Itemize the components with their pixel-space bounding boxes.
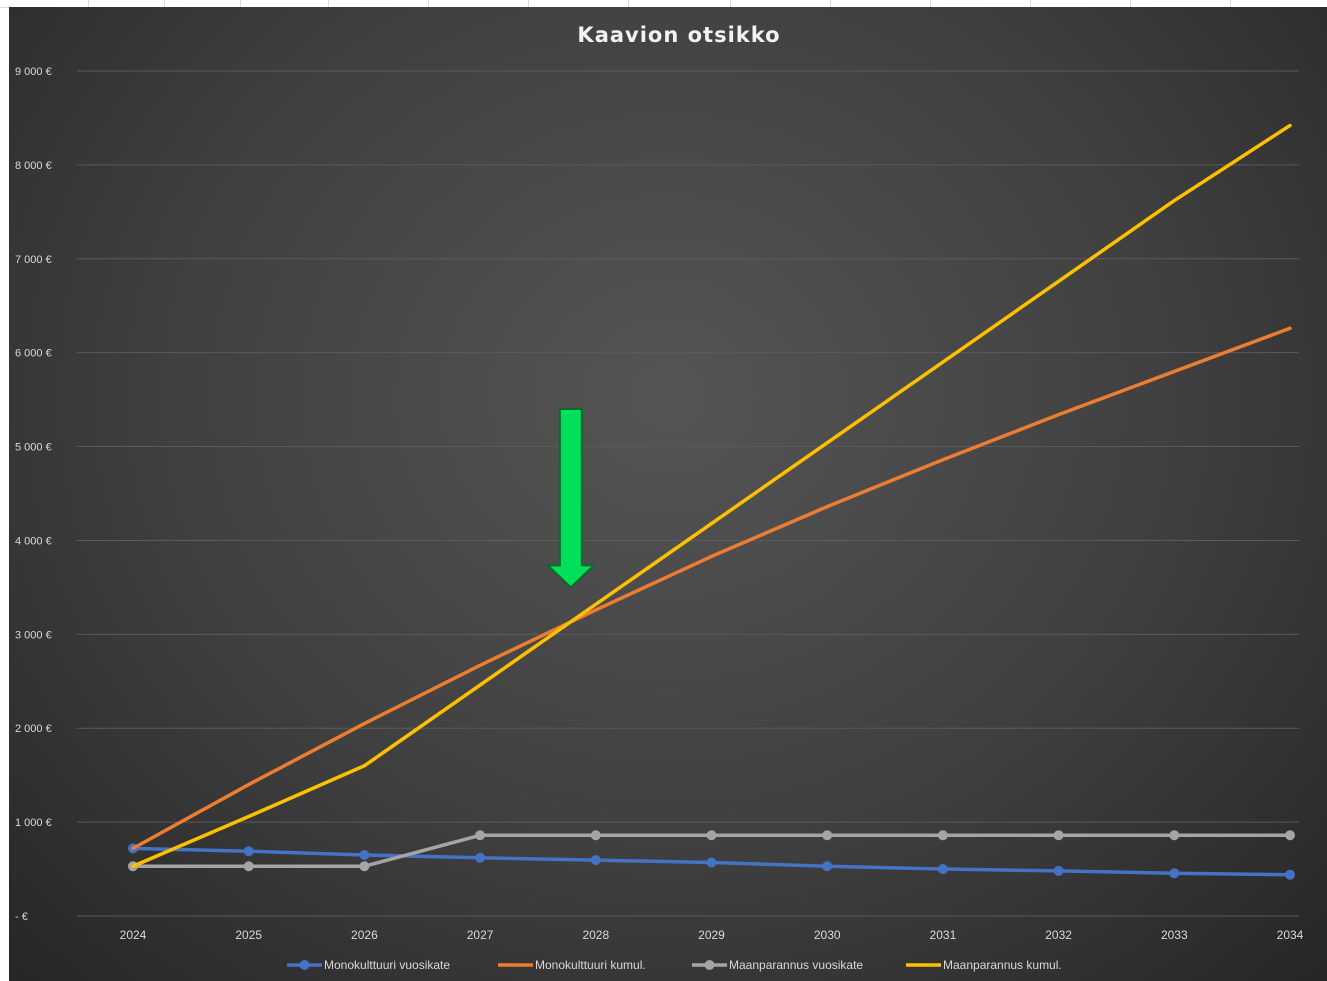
line-chart: - € 1 000 € 2 000 € 3 000 € 4 000 € 5 000 € 6 … — [15, 23, 1304, 972]
gridlines — [77, 70, 1299, 917]
data-point — [590, 830, 601, 841]
sheet-column-divider — [528, 0, 529, 7]
data-point — [1169, 830, 1180, 841]
legend-marker — [704, 960, 715, 970]
sheet-column-divider — [328, 0, 329, 7]
x-tick-label: 2031 — [930, 928, 957, 942]
data-point — [822, 861, 833, 872]
sheet-column-divider — [930, 0, 931, 7]
y-tick-label: - € — [15, 911, 28, 923]
annotation — [545, 408, 597, 589]
data-point — [475, 852, 486, 863]
x-tick-label: 2029 — [698, 928, 725, 942]
x-tick-label: 2028 — [582, 928, 609, 942]
series-line — [131, 326, 1292, 851]
legend-label: Maanparannus vuosikate — [729, 958, 863, 972]
data-point — [1053, 865, 1064, 876]
data-point — [822, 830, 833, 841]
data-point — [243, 846, 254, 857]
x-tick-label: 2030 — [814, 928, 841, 942]
sheet-column-divider — [628, 0, 629, 7]
y-tick-label: 6 000 € — [15, 348, 52, 360]
legend-label: Monokulttuuri vuosikate — [324, 958, 450, 972]
data-point — [590, 855, 601, 866]
chart-title: Kaavion otsikko — [577, 23, 780, 47]
series-lines — [128, 123, 1295, 880]
data-point — [243, 861, 254, 872]
x-tick-label: 2026 — [351, 928, 378, 942]
sheet-column-divider — [164, 0, 165, 7]
data-point — [937, 864, 948, 875]
sheet-column-divider — [428, 0, 429, 7]
data-point — [359, 861, 370, 872]
down-arrow-shape — [545, 408, 597, 589]
sheet-column-divider — [88, 0, 89, 7]
y-tick-label: 1 000 € — [15, 817, 52, 829]
sheet-column-divider — [240, 0, 241, 7]
legend-label: Monokulttuuri kumul. — [535, 958, 646, 972]
legend-label: Maanparannus kumul. — [943, 958, 1062, 972]
data-point — [937, 830, 948, 841]
x-tick-label: 2027 — [467, 928, 494, 942]
y-tick-label: 7 000 € — [15, 254, 52, 266]
x-tick-label: 2032 — [1045, 928, 1072, 942]
x-tick-label: 2034 — [1277, 928, 1304, 942]
data-point — [1053, 830, 1064, 841]
series-line — [131, 123, 1292, 868]
sheet-column-divider — [1230, 0, 1231, 7]
data-point — [1285, 830, 1295, 841]
sheet-column-divider — [730, 0, 731, 7]
legend: Monokulttuuri vuosikate Monokulttuuri kum… — [287, 958, 1062, 972]
x-axis-ticks: 2024 2025 2026 2027 2028 2029 2030 2031 2032 2033… — [120, 928, 1304, 942]
sheet-column-divider — [830, 0, 831, 7]
sheet-column-divider — [1030, 0, 1031, 7]
data-point — [706, 830, 717, 841]
data-point — [1285, 869, 1295, 880]
sheet-column-divider — [1130, 0, 1131, 7]
chart-area[interactable]: - € 1 000 € 2 000 € 3 000 € 4 000 € 5 000 € 6 … — [9, 7, 1327, 981]
legend-marker — [299, 960, 310, 970]
x-tick-label: 2025 — [235, 928, 262, 942]
y-tick-label: 2 000 € — [15, 723, 52, 735]
x-tick-label: 2033 — [1161, 928, 1188, 942]
data-point — [706, 857, 717, 868]
data-point — [359, 849, 370, 860]
y-axis-ticks: - € 1 000 € 2 000 € 3 000 € 4 000 € 5 000 € 6 … — [15, 66, 52, 923]
data-point — [1169, 868, 1180, 879]
x-tick-label: 2024 — [120, 928, 147, 942]
y-tick-label: 3 000 € — [15, 629, 52, 641]
y-tick-label: 4 000 € — [15, 535, 52, 547]
y-tick-label: 8 000 € — [15, 160, 52, 172]
y-tick-label: 5 000 € — [15, 442, 52, 454]
data-point — [475, 830, 486, 841]
y-tick-label: 9 000 € — [15, 66, 52, 78]
